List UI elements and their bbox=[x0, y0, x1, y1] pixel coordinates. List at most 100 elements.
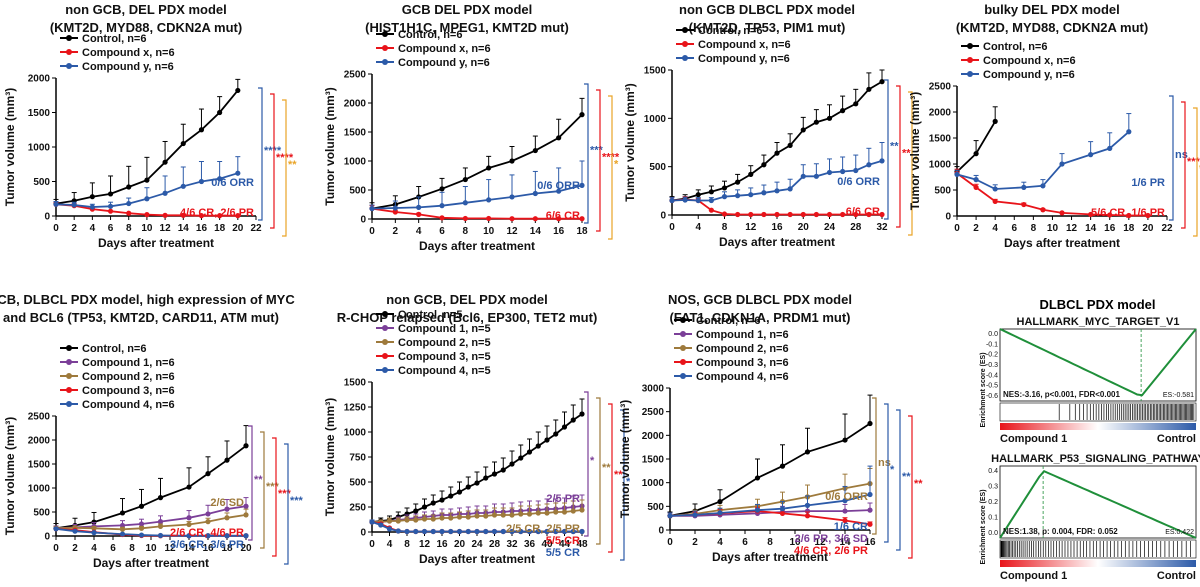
data-point bbox=[754, 507, 761, 513]
data-point bbox=[235, 213, 241, 219]
legend-label: Compound 3, n=6 bbox=[696, 357, 789, 369]
data-point bbox=[439, 203, 445, 209]
data-point bbox=[500, 512, 506, 518]
data-point bbox=[509, 158, 515, 164]
x-axis-label: Days after treatment bbox=[98, 236, 214, 250]
y-tick-label: 2500 bbox=[642, 407, 665, 418]
data-point bbox=[474, 480, 480, 486]
significance-label: ** bbox=[288, 159, 297, 171]
gsea-title: DLBCL PDX model bbox=[1039, 297, 1156, 312]
data-point bbox=[879, 158, 885, 164]
legend-marker bbox=[66, 359, 72, 365]
y-tick-label: 1000 bbox=[28, 484, 51, 495]
y-tick-label: 1250 bbox=[344, 403, 367, 414]
data-point bbox=[992, 186, 998, 192]
significance-label: * bbox=[890, 464, 895, 476]
data-point bbox=[144, 212, 150, 218]
significance-bracket bbox=[258, 87, 263, 221]
legend-marker bbox=[967, 57, 973, 63]
series-line bbox=[956, 172, 1148, 217]
data-point bbox=[386, 518, 393, 524]
data-point bbox=[692, 512, 698, 518]
chart-panel-4: bulky DEL PDX model (KMT2D, MYD88, CDKN2A… bbox=[908, 2, 1200, 250]
data-point bbox=[430, 528, 436, 535]
legend-marker bbox=[382, 311, 388, 317]
y-axis-label: Tumor volume (mm³) bbox=[623, 83, 637, 201]
y-tick-label: 500 bbox=[934, 186, 951, 197]
x-tick-label: 4 bbox=[992, 223, 998, 234]
gsea-y-tick: 0.1 bbox=[988, 515, 998, 522]
data-point bbox=[224, 506, 230, 512]
data-point bbox=[119, 522, 126, 529]
data-point bbox=[570, 528, 576, 535]
x-tick-label: 10 bbox=[141, 223, 153, 234]
x-tick-label: 10 bbox=[1047, 223, 1059, 234]
y-tick-label: 0 bbox=[44, 532, 50, 543]
data-point bbox=[866, 211, 872, 218]
significance-bracket bbox=[272, 437, 277, 557]
y-tick-label: 3000 bbox=[642, 384, 665, 395]
legend-marker bbox=[382, 339, 388, 345]
legend-label: Compound x, n=6 bbox=[82, 47, 175, 59]
x-tick-label: 8 bbox=[126, 223, 132, 234]
x-tick-label: 12 bbox=[160, 223, 172, 234]
response-annotation: 2/6 PR, 3/6 SD bbox=[795, 533, 868, 545]
chart-panel-1: non GCB, DEL PDX model (KMT2D, MYD88, CDK… bbox=[3, 2, 297, 250]
data-point bbox=[138, 521, 145, 527]
data-point bbox=[842, 437, 848, 443]
x-tick-label: 16 bbox=[864, 537, 876, 548]
data-point bbox=[735, 179, 741, 185]
response-annotation: 6/6 CR bbox=[546, 210, 580, 222]
data-point bbox=[107, 208, 114, 214]
legend-marker bbox=[680, 331, 686, 337]
data-point bbox=[205, 471, 211, 477]
y-tick-label: 0 bbox=[660, 211, 666, 222]
significance-label: ** bbox=[902, 148, 911, 160]
data-point bbox=[866, 86, 872, 92]
significance-bracket bbox=[260, 431, 265, 549]
data-point bbox=[144, 196, 150, 202]
enrichment-curve bbox=[999, 328, 1197, 397]
x-tick-label: 8 bbox=[1031, 223, 1037, 234]
legend-label: Control, n=6 bbox=[698, 25, 762, 37]
x-tick-label: 16 bbox=[196, 223, 208, 234]
data-point bbox=[721, 211, 728, 217]
data-point bbox=[369, 519, 375, 525]
x-tick-label: 8 bbox=[129, 543, 135, 554]
legend-label: Compound y, n=6 bbox=[82, 61, 174, 73]
series-line bbox=[371, 184, 583, 210]
response-annotation: 0/6 ORR bbox=[537, 180, 580, 192]
data-point bbox=[416, 211, 422, 217]
data-point bbox=[439, 215, 445, 221]
data-point bbox=[535, 528, 541, 535]
significance-bracket bbox=[896, 85, 901, 228]
data-point bbox=[787, 211, 793, 218]
y-tick-label: 1000 bbox=[344, 428, 367, 439]
legend-label: Compound 4, n=6 bbox=[82, 399, 175, 411]
legend-marker bbox=[66, 401, 72, 407]
y-tick-label: 2500 bbox=[344, 70, 367, 81]
data-point bbox=[138, 503, 145, 509]
y-tick-label: 500 bbox=[647, 502, 664, 513]
gsea-y-tick: -0.2 bbox=[986, 352, 998, 359]
data-point bbox=[526, 511, 533, 517]
data-point bbox=[735, 193, 741, 199]
chart-title-line: GCB DEL PDX model bbox=[402, 2, 533, 17]
data-point bbox=[779, 506, 786, 512]
gsea-y-tick: 0.0 bbox=[988, 530, 998, 537]
x-tick-label: 20 bbox=[798, 222, 810, 233]
significance-label: ** bbox=[914, 478, 923, 490]
gsea-panel-myc: HALLMARK_MYC_TARGET_V1 Enrichment score (… bbox=[980, 316, 1197, 445]
x-tick-label: 14 bbox=[839, 537, 851, 548]
data-point bbox=[682, 197, 688, 203]
y-tick-label: 2000 bbox=[28, 74, 51, 85]
data-point bbox=[842, 508, 848, 514]
x-tick-label: 48 bbox=[576, 539, 588, 550]
x-tick-label: 6 bbox=[110, 543, 116, 554]
data-point bbox=[509, 528, 515, 535]
data-point bbox=[509, 216, 515, 222]
data-point bbox=[1040, 207, 1046, 213]
data-point bbox=[180, 183, 186, 189]
significance-label: ** bbox=[902, 471, 911, 483]
data-point bbox=[243, 512, 249, 518]
